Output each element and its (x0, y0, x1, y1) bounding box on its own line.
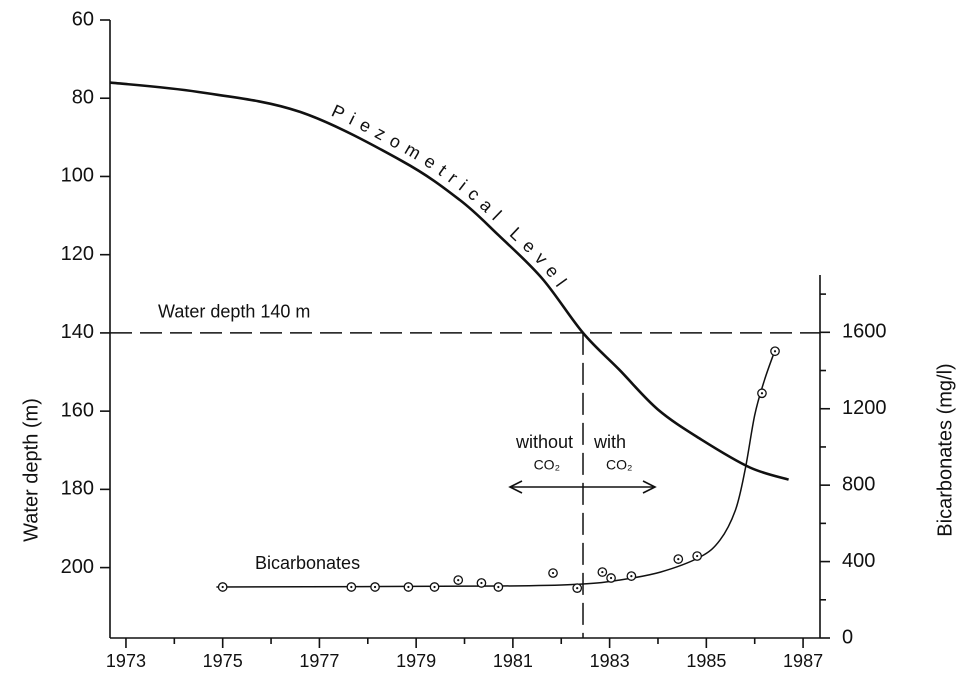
data-point (673, 554, 684, 564)
data-point (476, 578, 487, 588)
x-tick-label: 1973 (106, 651, 146, 671)
x-tick-label: 1977 (299, 651, 339, 671)
y-tick-label: 160 (61, 399, 94, 421)
data-point (626, 571, 637, 581)
fit-curve (216, 350, 776, 588)
data-point (370, 582, 380, 592)
y2-tick-label: 400 (842, 550, 875, 572)
data-point (429, 582, 440, 592)
line (109, 81, 789, 481)
data-point (403, 582, 414, 592)
x-tick-label: 1983 (590, 651, 630, 671)
marker-dot (601, 570, 604, 574)
y-tick-label: 100 (61, 165, 94, 187)
x-tick-label: 1975 (203, 651, 243, 671)
data-point (346, 582, 357, 592)
marker-dot (457, 579, 460, 582)
y-tick-label: 180 (61, 478, 94, 500)
y-tick-label: 60 (72, 8, 94, 30)
data-point (757, 388, 767, 399)
y-tick-label: 120 (61, 243, 94, 265)
y2-tick-label: 0 (842, 626, 853, 648)
data-point (453, 575, 464, 585)
y-tick-label: 80 (72, 87, 94, 109)
marker-dot (497, 585, 500, 589)
x-tick-label: 1979 (396, 651, 436, 671)
data-point (770, 346, 780, 357)
arrow-head-left (508, 480, 523, 494)
y2-tick-label: 1200 (842, 397, 887, 419)
marker-dot (350, 585, 353, 589)
y-tick-label: 140 (61, 321, 94, 343)
reference-label: Water depth 140 m (158, 302, 310, 322)
y-axis-title: Water depth (m) (20, 398, 42, 542)
y2-tick-label: 1600 (842, 321, 887, 343)
arrow-label: CO₂ (606, 457, 632, 473)
marker-dot (609, 576, 613, 580)
x-tick-label: 1985 (686, 651, 726, 671)
y2-axis-title: Bicarbonates (mg/l) (934, 363, 956, 536)
marker-dot (576, 587, 579, 590)
series-label: Piezometrical Level (329, 100, 575, 296)
marker-dot (630, 574, 633, 578)
data-point (597, 567, 608, 577)
marker-dot (433, 585, 436, 589)
y-tick-label: 200 (61, 556, 94, 578)
marker-dot (373, 585, 377, 589)
x-tick-label: 1987 (783, 651, 823, 671)
series-label: Bicarbonates (255, 553, 360, 573)
marker-dot (773, 350, 777, 353)
marker-dot (760, 392, 764, 395)
arrow-label: CO₂ (534, 457, 560, 473)
data-point (692, 551, 703, 561)
data-point (548, 568, 558, 578)
data-point (493, 582, 504, 592)
data-point (606, 573, 616, 583)
marker-dot (551, 571, 555, 575)
marker-dot (696, 554, 699, 558)
y2-tick-label: 800 (842, 473, 875, 495)
marker-dot (480, 581, 483, 585)
arrow-label: without (515, 432, 573, 452)
label-guide (115, 71, 794, 468)
arrow-label: with (593, 432, 626, 452)
marker-dot (407, 585, 410, 589)
series-label-path: Piezometrical Level (329, 100, 568, 296)
x-tick-label: 1981 (493, 651, 533, 671)
marker-dot (677, 557, 680, 561)
arrow-head-right (642, 480, 657, 494)
marker-dot (221, 585, 224, 589)
data-point (572, 583, 583, 593)
data-point (217, 582, 228, 592)
